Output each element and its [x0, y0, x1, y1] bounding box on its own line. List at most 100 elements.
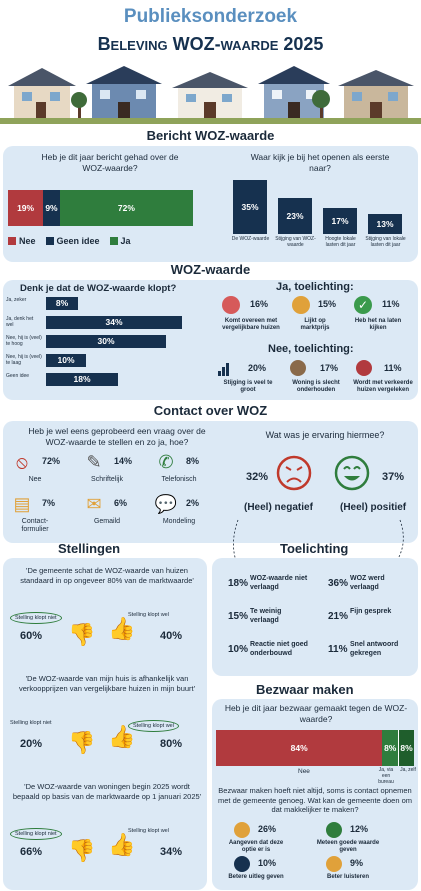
stelling-text-0: 'De gemeente schat de WOZ-waarde van hui… [20, 566, 194, 585]
toelichting-label-5: Snel antwoord gekregen [350, 641, 399, 657]
wrong-house-icon [356, 360, 372, 376]
tick-label-eerste-blik-3: Stijging van lokale lasten dit jaar [365, 236, 406, 248]
bezwaar-tip-pct-1: 12% [350, 824, 369, 834]
legend-label-nee: Nee [19, 236, 36, 246]
section-title-bezwaar: Bezwaar maken [256, 682, 354, 697]
header-title: Beleving WOZ-waarde 2025 [97, 34, 324, 54]
stelling-wel-label-1: Stelling klopt wel [128, 720, 179, 732]
section-title-contact: Contact over WOZ [153, 403, 268, 418]
contact-panel [3, 421, 418, 543]
happy-face-icon [334, 455, 370, 491]
house-3 [172, 72, 248, 118]
contact-label-1: Schriftelijk [91, 476, 123, 483]
legend-label-geen-idee: Geen idee [56, 236, 100, 246]
thumbs-down-icon: 👎 [68, 622, 96, 647]
tree-left [71, 92, 87, 118]
section-title-toelichting: Toelichting [280, 541, 349, 556]
bericht-question-2: Waar kijk je bij het openen als eerste n… [250, 152, 390, 173]
contact-item-0: ⦸ 72% Nee [10, 450, 80, 490]
contact-pct-5: 2% [186, 498, 200, 508]
header-subtitle: Publieksonderzoek [123, 6, 298, 27]
bar-woz-4: 18% [46, 373, 118, 386]
speech-icon: 💬 [154, 494, 178, 514]
contact-neg-pct: 32% [246, 471, 269, 483]
form-icon: ▤ [13, 494, 31, 514]
email-icon: ✉ [86, 494, 102, 514]
bar-eerste-blik-2: 17% [323, 207, 357, 234]
contact-pct-2: 8% [186, 456, 200, 466]
bezwaar-tip-pct-2: 10% [258, 858, 277, 868]
woz-ja-pct-0: 16% [250, 299, 269, 309]
thumbs-up-icon: 👍 [108, 724, 136, 749]
contact-label-4: Gemaild [93, 518, 121, 525]
stelling-wel-label-0: Stelling klopt wel [128, 612, 169, 618]
woz-question: Denk je dat de WOZ-waarde klopt? [20, 283, 177, 294]
stelling-niet-pct-0: 60% [20, 630, 43, 642]
contact-label-2: Telefonisch [161, 476, 197, 483]
contact-item-1: ✎ 14% Schriftelijk [82, 450, 152, 490]
bar-segment-bezwaar-bureau: 8% [382, 730, 399, 766]
bericht-legend: Nee Geen idee Ja [8, 236, 198, 246]
section-title-stellingen: Stellingen [58, 541, 121, 556]
contact-label-5: Mondeling [162, 518, 196, 525]
bezwaar-tip-label-1: Meteen goede waarde geven [316, 840, 380, 853]
stelling-wel-pct-1: 80% [160, 738, 183, 750]
thumbs-up-icon: 👍 [108, 832, 136, 857]
bar-segment-bezwaar-nee: 84% [216, 730, 383, 766]
woz-nee-item-1: 17% Woning is slecht onderhouden [284, 358, 350, 398]
explain-icon [234, 856, 250, 872]
toelichting-pct-0: 18% [228, 578, 249, 589]
contact-item-2: ✆ 8% Telefonisch [154, 450, 224, 490]
woz-ja-pct-1: 15% [318, 299, 337, 309]
contact-question: Heb je wel eens geprobeerd een vraag ove… [28, 426, 206, 447]
stelling-text-2: 'De WOZ-waarde van woningen begin 2025 w… [12, 782, 202, 801]
contact-pct-3: 7% [42, 498, 56, 508]
stelling-wel-pct-0: 40% [160, 630, 183, 642]
stacked-bar-bezwaar: 84% 8% 8% [216, 730, 414, 766]
contact-label-0: Nee [28, 476, 42, 483]
woz-ja-title: Ja, toelichting: [276, 281, 354, 293]
tick-label-woz-3: Nee, hij is (veel) te laag [6, 354, 42, 366]
woz-ja-item-2: ✓ 11% Heb het na laten kijken [350, 296, 414, 340]
phone-icon: ✆ [158, 452, 174, 472]
legend-swatch-ja [109, 237, 118, 245]
woz-nee-item-0: 20% Stijging is veel te groot [216, 358, 282, 398]
bar-segment-ja: 72% [59, 190, 193, 226]
toelichting-pct-3: 21% [328, 611, 349, 622]
tree-right [312, 90, 330, 118]
woz-ja-pct-2: 11% [382, 299, 400, 309]
tick-label-woz-0: Ja, zeker [6, 297, 27, 303]
toelichting-label-4: Reactie niet goed onderbouwd [250, 641, 308, 657]
toelichting-panel [212, 558, 418, 676]
money-icon [326, 822, 342, 838]
broken-house-icon [290, 360, 306, 376]
stelling-wel-pct-2: 34% [160, 846, 183, 858]
woz-nee-pct-0: 20% [248, 363, 267, 373]
stelling-wel-label-2: Stelling klopt wel [128, 828, 169, 834]
contact-pct-1: 14% [114, 456, 133, 466]
stelling-niet-pct-2: 66% [20, 846, 43, 858]
bar-woz-3: 10% [46, 354, 86, 367]
contact-item-5: 💬 2% Mondeling [154, 492, 224, 532]
bezwaar-label-zelf: Ja, zelf [400, 767, 416, 773]
toelichting-label-2: Te weinig verlaagd [250, 608, 282, 624]
contact-neg-label: (Heel) negatief [244, 502, 313, 513]
section-title-woz: WOZ-waarde [170, 262, 251, 277]
woz-ja-label-2: Heb het na laten kijken [354, 318, 402, 331]
toelichting-pct-5: 11% [328, 644, 348, 655]
tick-label-eerste-blik-0: De WOZ-waarde [231, 236, 270, 242]
woz-nee-label-2: Wordt met verkeerde huizen vergeleken [353, 380, 413, 393]
contact-pos-pct: 37% [382, 471, 405, 483]
legend-swatch-geen-idee [45, 237, 54, 245]
lightbulb-icon [234, 822, 250, 838]
bezwaar-label-bureau: Ja, via een bureau [378, 767, 394, 785]
woz-nee-item-2: 11% Wordt met verkeerde huizen vergeleke… [352, 358, 416, 398]
legend-swatch-nee [8, 237, 16, 245]
houses-icon [222, 296, 240, 314]
chart-woz-klopt: Ja, zeker 8% Ja, denk het wel 34% Nee, hij i… [6, 296, 206, 392]
contact-label-3: Contact-formulier [21, 518, 49, 533]
section-title-bericht: Bericht WOZ-waarde [146, 128, 275, 143]
toelichting-label-1: WOZ werd verlaagd [350, 575, 385, 591]
rising-bars-icon [218, 360, 234, 376]
thumbs-down-icon: 👎 [68, 838, 96, 863]
